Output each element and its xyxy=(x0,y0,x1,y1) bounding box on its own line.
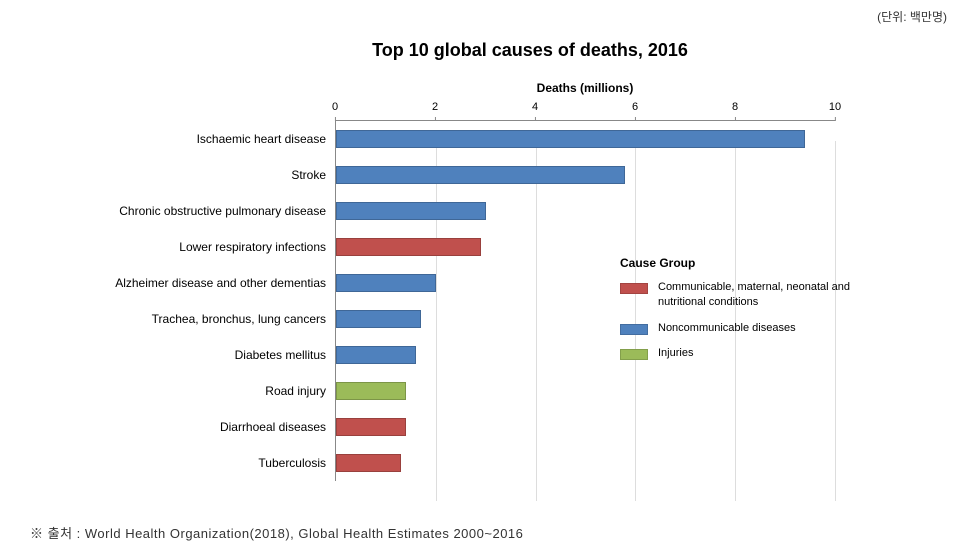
legend-item: Communicable, maternal, neonatal and nut… xyxy=(620,280,850,311)
x-tick: 8 xyxy=(732,101,738,113)
bar-label: Chronic obstructive pulmonary disease xyxy=(71,204,336,218)
bar xyxy=(336,454,401,472)
bar-label: Diarrhoeal diseases xyxy=(71,420,336,434)
bar xyxy=(336,202,486,220)
bar-label: Alzheimer disease and other dementias xyxy=(71,276,336,290)
x-axis-title: Deaths (millions) xyxy=(335,81,835,95)
bar xyxy=(336,238,481,256)
legend-swatch xyxy=(620,283,648,294)
bar-row: Diarrhoeal diseases xyxy=(336,409,835,445)
unit-note: (단위: 백만명) xyxy=(877,8,947,25)
bar-label: Tuberculosis xyxy=(71,456,336,470)
bar-row: Road injury xyxy=(336,373,835,409)
x-tick: 6 xyxy=(632,101,638,113)
legend-item: Injuries xyxy=(620,346,850,361)
legend-text: Communicable, maternal, neonatal and nut… xyxy=(658,280,850,311)
bar xyxy=(336,130,805,148)
bar-label: Trachea, bronchus, lung cancers xyxy=(71,312,336,326)
bar-label: Diabetes mellitus xyxy=(71,348,336,362)
bar-row: Chronic obstructive pulmonary disease xyxy=(336,193,835,229)
bar-row: Tuberculosis xyxy=(336,445,835,481)
source-citation: ※ 출처 : World Health Organization(2018), … xyxy=(30,523,523,542)
bar-label: Ischaemic heart disease xyxy=(71,132,336,146)
x-tick: 4 xyxy=(532,101,538,113)
chart-container: Top 10 global causes of deaths, 2016 Dea… xyxy=(60,40,920,481)
legend-title: Cause Group xyxy=(620,256,850,270)
bar xyxy=(336,274,436,292)
legend-swatch xyxy=(620,349,648,360)
x-tick: 2 xyxy=(432,101,438,113)
legend-swatch xyxy=(620,324,648,335)
legend-item: Noncommunicable diseases xyxy=(620,321,850,336)
x-tick: 0 xyxy=(332,101,338,113)
bar xyxy=(336,310,421,328)
legend-text: Injuries xyxy=(658,346,693,361)
legend: Cause Group Communicable, maternal, neon… xyxy=(620,256,850,372)
bar-row: Stroke xyxy=(336,157,835,193)
bar-label: Lower respiratory infections xyxy=(71,240,336,254)
bar-label: Stroke xyxy=(71,168,336,182)
legend-text: Noncommunicable diseases xyxy=(658,321,796,336)
plot-area: Deaths (millions) 0246810 Ischaemic hear… xyxy=(335,81,835,481)
bar-label: Road injury xyxy=(71,384,336,398)
bar xyxy=(336,382,406,400)
chart-title: Top 10 global causes of deaths, 2016 xyxy=(140,40,920,61)
x-tick: 10 xyxy=(829,101,841,113)
bar xyxy=(336,418,406,436)
bar xyxy=(336,166,625,184)
bar-row: Ischaemic heart disease xyxy=(336,121,835,157)
bar xyxy=(336,346,416,364)
x-axis: 0246810 xyxy=(335,101,835,121)
